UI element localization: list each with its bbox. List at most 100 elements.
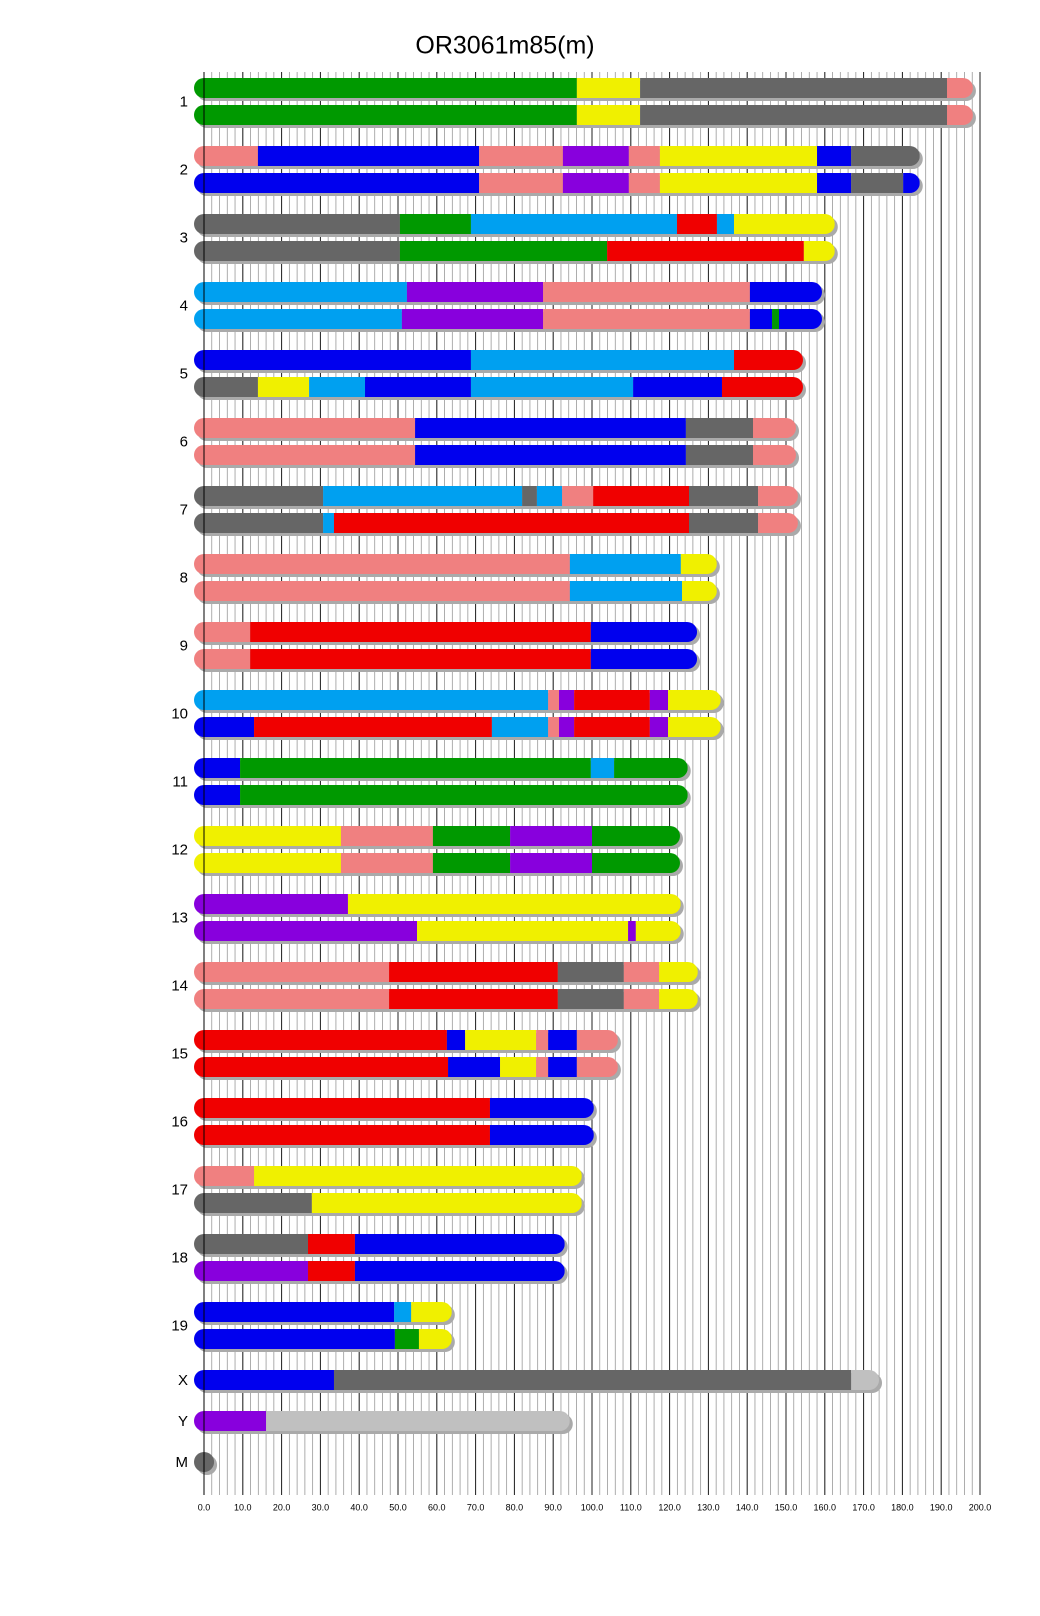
segment [623,989,660,1009]
segment [194,921,418,941]
haplotype [194,1261,565,1281]
chromosome-label: 3 [180,229,188,246]
segment [903,173,920,193]
segment [194,418,416,438]
segment [803,241,835,261]
x-tick-label: 100.0 [581,1502,604,1512]
segment [194,350,471,370]
segment [536,1030,549,1050]
segment [772,309,780,329]
x-tick-label: 10.0 [234,1502,252,1512]
segment [489,1098,594,1118]
segment [614,758,688,778]
segment [333,513,689,533]
segment [354,1234,565,1254]
segment [817,173,852,193]
x-tick-label: 30.0 [312,1502,330,1512]
segment [628,146,660,166]
chromosome-label: Y [178,1413,188,1430]
haplotype [194,1098,594,1118]
x-tick-label: 120.0 [658,1502,681,1512]
haplotype [194,214,835,234]
segment [649,717,669,737]
haplotype [194,622,698,642]
segment [418,1329,452,1349]
segment [194,309,402,329]
segment [194,554,570,574]
segment [500,1057,537,1077]
haplotype [194,486,798,506]
segment [628,173,660,193]
segment [779,309,822,329]
segment [607,241,804,261]
segment [307,1234,355,1254]
x-tick-label: 160.0 [814,1502,837,1512]
segment [569,554,681,574]
segment [635,921,681,941]
segment [576,1030,618,1050]
segment [522,486,537,506]
segment [194,78,577,98]
segment [640,78,948,98]
segment [194,894,348,914]
haplotype [194,1125,594,1145]
haplotype [194,717,721,737]
segment [333,1370,852,1390]
segment [557,962,624,982]
haplotype [194,690,721,710]
haplotype [194,785,688,805]
segment [432,826,511,846]
segment [354,1261,565,1281]
chromosome-label: 15 [171,1045,188,1062]
segment [340,826,433,846]
segment [194,826,341,846]
chromosome-label: 12 [171,841,188,858]
segment [194,486,324,506]
segment [194,1261,308,1281]
chromosome-label: 19 [171,1317,188,1334]
segment [311,1193,582,1213]
x-tick-label: 90.0 [544,1502,562,1512]
haplotype [194,377,803,397]
segment [323,486,523,506]
segment [947,105,973,125]
x-tick-label: 130.0 [697,1502,720,1512]
segment [510,826,592,846]
haplotype [194,1411,570,1431]
chromosome-label: 16 [171,1113,188,1130]
segment [680,554,717,574]
segment [194,105,577,125]
segment [851,1370,880,1390]
segment [574,717,650,737]
segment [590,758,615,778]
segment [415,418,686,438]
x-tick-label: 190.0 [930,1502,953,1512]
haplotype [194,1302,452,1322]
haplotype [194,173,920,193]
segment [194,989,390,1009]
segment [721,377,803,397]
haplotype [194,1166,582,1186]
segment [576,105,641,125]
segment [689,513,759,533]
segment [194,853,341,873]
segment [194,513,324,533]
segment [536,486,563,506]
segment [851,146,920,166]
segment [470,350,735,370]
segment [399,214,471,234]
x-tick-label: 180.0 [891,1502,914,1512]
segment [194,1098,490,1118]
segment [194,282,407,302]
haplotype [194,1030,618,1050]
segment [394,1329,419,1349]
haplotype [194,894,681,914]
segment [640,105,948,125]
segment [576,1057,618,1077]
haplotype [194,1193,582,1213]
haplotype [194,989,698,1009]
segment [432,853,511,873]
segment [753,418,796,438]
chromosome-label: 13 [171,909,188,926]
